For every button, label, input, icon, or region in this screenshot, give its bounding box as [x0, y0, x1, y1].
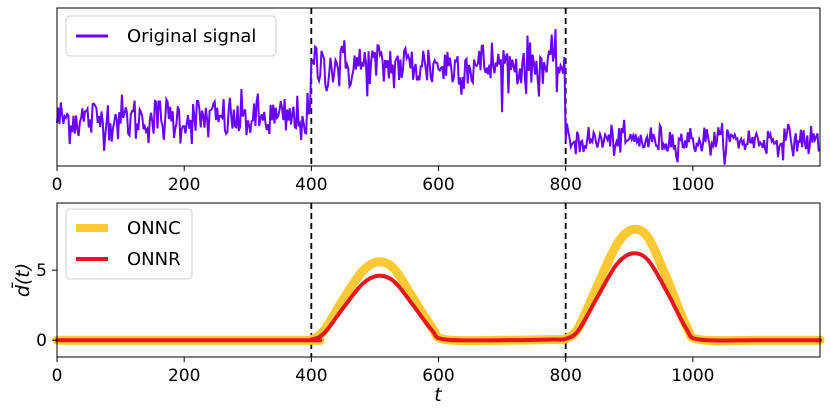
bottom-y-ticks: 05: [36, 261, 57, 351]
top-xtick-label: 0: [52, 175, 63, 195]
y-axis-label: d̄(t): [10, 263, 34, 297]
bottom-xtick-label: 400: [295, 366, 327, 386]
top-xtick-label: 400: [295, 175, 327, 195]
onnr-line: [55, 251, 822, 343]
bottom-xtick-label: 600: [422, 366, 454, 386]
top-xtick-label: 1000: [671, 175, 714, 195]
legend-label-onnr: ONNR: [127, 249, 181, 270]
original-signal-line: [56, 29, 820, 165]
bottom-panel: 0 200 400 600 800 1000 05 ONNC ONNR t d̄(t): [10, 202, 825, 406]
bottom-vlines: [310, 203, 567, 357]
legend-label-onnc: ONNC: [127, 218, 181, 239]
bottom-xtick-label: 800: [549, 366, 581, 386]
top-xtick-label: 200: [168, 175, 200, 195]
bottom-x-ticks: 0 200 400 600 800 1000: [52, 357, 714, 386]
bottom-xtick-label: 200: [168, 366, 200, 386]
top-xtick-label: 800: [549, 175, 581, 195]
top-legend: Original signal: [65, 15, 277, 57]
bottom-xtick-label: 1000: [671, 366, 714, 386]
top-xtick-label: 600: [422, 175, 454, 195]
bottom-xtick-label: 0: [52, 366, 63, 386]
legend-label-original-signal: Original signal: [127, 26, 256, 47]
top-panel: 0 200 400 600 800 1000 Original signal: [52, 7, 821, 195]
top-legend-box: [65, 15, 277, 57]
bottom-legend: ONNC ONNR: [65, 208, 193, 280]
ytick-label: 0: [36, 331, 47, 351]
top-x-ticks: 0 200 400 600 800 1000: [52, 166, 714, 195]
x-axis-label: t: [434, 384, 443, 406]
ytick-label: 5: [36, 261, 47, 281]
